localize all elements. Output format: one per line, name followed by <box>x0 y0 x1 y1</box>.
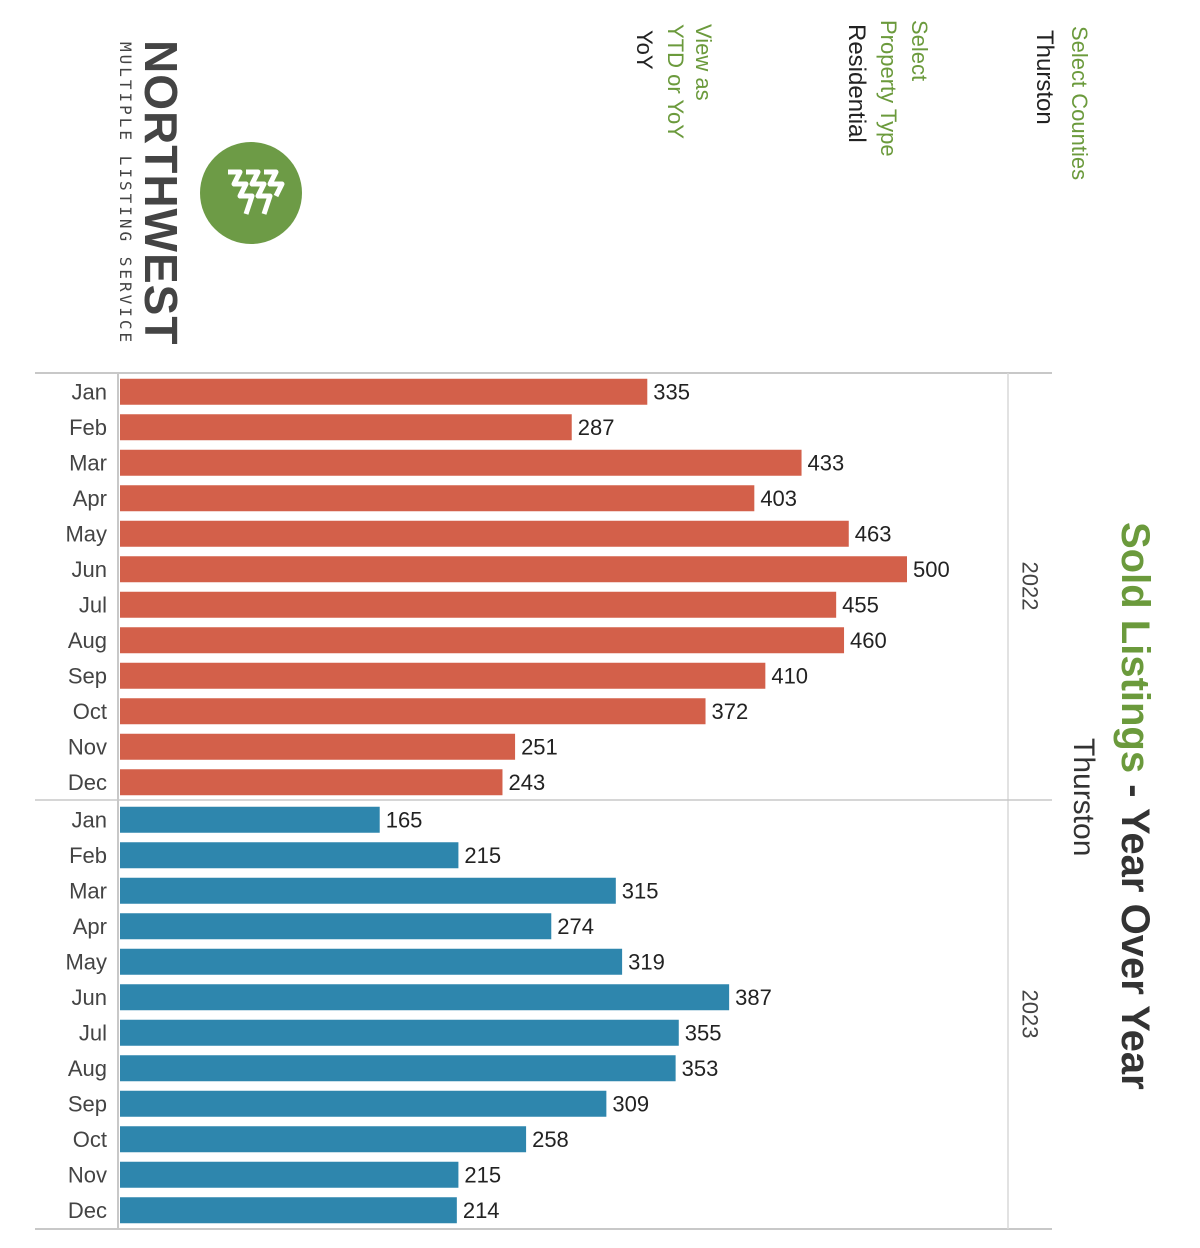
category-label: Jun <box>72 557 107 582</box>
group-label-2023: 2023 <box>1018 990 1043 1039</box>
category-label: Aug <box>68 1056 107 1081</box>
bar-2022-oct <box>120 698 706 725</box>
data-label: 214 <box>463 1198 500 1223</box>
data-label: 243 <box>508 770 545 795</box>
category-label: Dec <box>68 770 107 795</box>
bar-2023-dec <box>120 1197 457 1224</box>
bar-2022-jan <box>120 378 648 405</box>
data-label: 315 <box>622 878 659 903</box>
category-label: Mar <box>69 878 107 903</box>
mountain-trees-icon <box>200 142 302 244</box>
data-label: 455 <box>842 592 879 617</box>
bar-2022-dec <box>120 769 503 796</box>
category-label: Jul <box>79 592 107 617</box>
bar-2022-feb <box>120 414 572 441</box>
data-label: 403 <box>760 486 797 511</box>
bar-2022-sep <box>120 662 766 689</box>
data-label: 251 <box>521 734 558 759</box>
data-label: 463 <box>855 521 892 546</box>
category-label: Apr <box>73 486 107 511</box>
bar-2023-jul <box>120 1019 679 1046</box>
category-label: Nov <box>68 1162 107 1187</box>
group-label-2022: 2022 <box>1018 562 1043 611</box>
bar-2023-oct <box>120 1126 527 1153</box>
category-label: Sep <box>68 663 107 688</box>
data-label: 500 <box>913 557 950 582</box>
data-label: 433 <box>808 450 845 475</box>
category-label: Mar <box>69 450 107 475</box>
category-label: Feb <box>69 843 107 868</box>
data-label: 309 <box>612 1091 649 1116</box>
data-label: 165 <box>386 807 423 832</box>
bar-2023-apr <box>120 913 552 940</box>
bar-2022-nov <box>120 733 516 760</box>
bar-2023-jan <box>120 806 380 833</box>
bar-2023-may <box>120 948 623 975</box>
data-label: 287 <box>578 415 615 440</box>
data-label: 258 <box>532 1127 569 1152</box>
bar-2022-apr <box>120 485 755 512</box>
data-label: 460 <box>850 628 887 653</box>
data-label: 372 <box>712 699 749 724</box>
data-label: 355 <box>685 1020 722 1045</box>
bar-2022-aug <box>120 627 845 654</box>
data-label: 274 <box>557 914 594 939</box>
bar-2023-nov <box>120 1161 459 1188</box>
bar-2023-jun <box>120 984 730 1011</box>
bar-2022-jun <box>120 556 907 583</box>
data-label: 335 <box>653 379 690 404</box>
data-label: 410 <box>771 663 808 688</box>
bar-2022-may <box>120 520 849 547</box>
category-label: Nov <box>68 734 107 759</box>
category-label: Oct <box>73 1127 107 1152</box>
bar-2023-mar <box>120 877 616 904</box>
bar-2022-jul <box>120 591 837 618</box>
bar-2023-sep <box>120 1090 607 1117</box>
bar-2023-aug <box>120 1055 676 1082</box>
bar-2023-feb <box>120 842 459 869</box>
category-label: Jul <box>79 1020 107 1045</box>
category-label: Jun <box>72 985 107 1010</box>
category-label: Dec <box>68 1198 107 1223</box>
category-label: Feb <box>69 415 107 440</box>
category-label: Jan <box>72 379 107 404</box>
data-label: 215 <box>464 1162 501 1187</box>
category-label: Oct <box>73 699 107 724</box>
data-label: 353 <box>682 1056 719 1081</box>
category-label: Sep <box>68 1091 107 1116</box>
category-label: Aug <box>68 628 107 653</box>
category-label: Jan <box>72 807 107 832</box>
data-label: 215 <box>464 843 501 868</box>
data-label: 319 <box>628 949 665 974</box>
data-label: 387 <box>735 985 772 1010</box>
bar-2022-mar <box>120 449 802 476</box>
category-label: Apr <box>73 914 107 939</box>
category-label: May <box>65 521 107 546</box>
category-label: May <box>65 949 107 974</box>
